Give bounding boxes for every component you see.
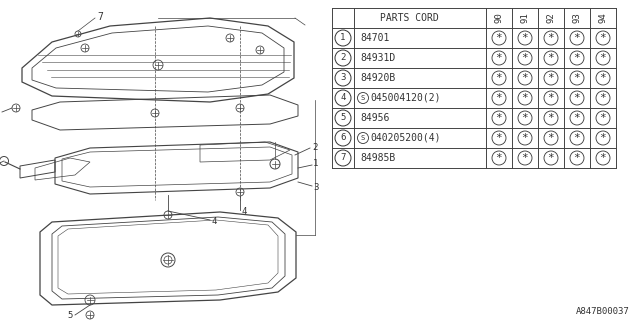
Text: *: * xyxy=(548,93,554,103)
Text: *: * xyxy=(600,73,606,83)
Text: *: * xyxy=(573,133,580,143)
Text: 93: 93 xyxy=(573,12,582,23)
Text: *: * xyxy=(495,53,502,63)
Text: 3: 3 xyxy=(340,74,346,83)
Text: *: * xyxy=(495,73,502,83)
Text: 4: 4 xyxy=(340,93,346,102)
Text: 1: 1 xyxy=(340,34,346,43)
Text: 040205200(4): 040205200(4) xyxy=(370,133,440,143)
Text: *: * xyxy=(495,93,502,103)
Text: *: * xyxy=(573,53,580,63)
Text: *: * xyxy=(495,113,502,123)
Text: A847B00037: A847B00037 xyxy=(576,308,630,316)
Text: S: S xyxy=(361,135,365,141)
Text: *: * xyxy=(522,133,529,143)
Text: 90: 90 xyxy=(495,12,504,23)
Text: *: * xyxy=(600,153,606,163)
Text: *: * xyxy=(573,93,580,103)
Text: *: * xyxy=(548,153,554,163)
Text: 84931D: 84931D xyxy=(360,53,396,63)
Text: *: * xyxy=(548,73,554,83)
Text: 2: 2 xyxy=(340,53,346,62)
Text: S: S xyxy=(361,95,365,101)
Text: 91: 91 xyxy=(520,12,529,23)
Text: 84920B: 84920B xyxy=(360,73,396,83)
Text: 7: 7 xyxy=(340,154,346,163)
Text: 4: 4 xyxy=(212,217,218,226)
Text: 4: 4 xyxy=(242,207,248,217)
Text: *: * xyxy=(573,113,580,123)
Text: *: * xyxy=(522,93,529,103)
Text: *: * xyxy=(522,153,529,163)
Text: *: * xyxy=(522,53,529,63)
Text: *: * xyxy=(573,153,580,163)
Text: *: * xyxy=(548,113,554,123)
Text: 2: 2 xyxy=(312,142,317,151)
Text: *: * xyxy=(600,113,606,123)
Text: 5: 5 xyxy=(68,311,73,320)
Text: 7: 7 xyxy=(97,12,103,22)
Text: *: * xyxy=(600,133,606,143)
Text: *: * xyxy=(573,73,580,83)
Text: 5: 5 xyxy=(340,114,346,123)
Text: *: * xyxy=(495,33,502,43)
Text: 6: 6 xyxy=(340,133,346,142)
Text: *: * xyxy=(600,53,606,63)
Text: PARTS CORD: PARTS CORD xyxy=(380,13,438,23)
Text: *: * xyxy=(522,113,529,123)
Text: *: * xyxy=(548,133,554,143)
Text: *: * xyxy=(522,33,529,43)
Text: *: * xyxy=(495,133,502,143)
Text: *: * xyxy=(522,73,529,83)
Text: 84985B: 84985B xyxy=(360,153,396,163)
Text: *: * xyxy=(600,93,606,103)
Text: *: * xyxy=(548,53,554,63)
Text: *: * xyxy=(573,33,580,43)
Text: *: * xyxy=(600,33,606,43)
Text: 1: 1 xyxy=(313,159,318,169)
Text: 92: 92 xyxy=(547,12,556,23)
Text: *: * xyxy=(548,33,554,43)
Text: 94: 94 xyxy=(598,12,607,23)
Text: *: * xyxy=(495,153,502,163)
Text: 045004120(2): 045004120(2) xyxy=(370,93,440,103)
Text: 84701: 84701 xyxy=(360,33,389,43)
Text: 84956: 84956 xyxy=(360,113,389,123)
Text: 3: 3 xyxy=(313,182,318,191)
